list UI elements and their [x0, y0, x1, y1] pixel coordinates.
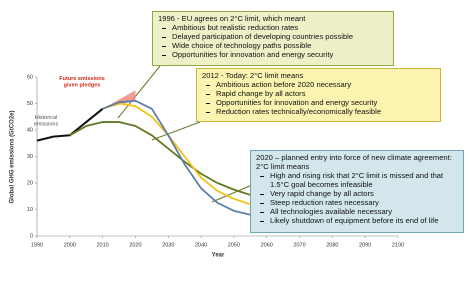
annotation: Historical emissions — [34, 115, 59, 128]
box-item: Ambitious but realistic reduction rates — [162, 23, 388, 32]
y-tick-label: 50 — [27, 101, 33, 107]
box-item: Likely shutdown of equipment before its … — [260, 216, 458, 225]
x-tick-label: 2010 — [97, 242, 109, 248]
x-tick-label: 2030 — [162, 242, 174, 248]
box-item: All technologies available necessary — [260, 207, 458, 216]
box-title: 2020 – planned entry into force of new c… — [256, 153, 452, 171]
connector — [151, 121, 201, 141]
box-item: Ambitious action before 2020 necessary — [206, 80, 435, 89]
box-item: Rapid change by all actors — [206, 89, 435, 98]
connector — [211, 184, 253, 203]
box-item: Very rapid change by all actors — [260, 189, 458, 198]
y-tick-label: 60 — [27, 74, 33, 80]
x-tick-label: 2050 — [228, 242, 240, 248]
y-tick-label: 40 — [27, 127, 33, 133]
x-tick-label: 2040 — [195, 242, 207, 248]
box-item: High and rising risk that 2°C limit is m… — [260, 171, 458, 189]
x-axis-label: Year — [212, 253, 225, 259]
box-item: Reduction rates technically/economically… — [206, 107, 435, 116]
box-list: Ambitious action before 2020 necessary Ra… — [202, 80, 435, 116]
box-item: Wide choice of technology paths possible — [162, 41, 388, 50]
box-item: Steep reduction rates necessary — [260, 198, 458, 207]
y-tick-label: 10 — [27, 207, 33, 213]
y-tick-label: 0 — [30, 233, 33, 239]
x-tick-label: 2020 — [129, 242, 141, 248]
x-tick-label: 2090 — [359, 242, 371, 248]
x-tick-label: 2080 — [326, 242, 338, 248]
box-list: High and rising risk that 2°C limit is m… — [256, 171, 458, 225]
annotation-box: 2020 – planned entry into force of new c… — [250, 150, 464, 233]
x-tick-label: 2100 — [392, 242, 404, 248]
annotation: Future emissions given pledges — [59, 76, 105, 89]
x-tick-label: 2000 — [64, 242, 76, 248]
box-item: Opportunities for innovation and energy … — [162, 50, 388, 59]
connector — [117, 65, 161, 119]
annotation-box: 2012 - Today: 2°C limit means Ambitious a… — [196, 68, 441, 122]
y-tick-label: 20 — [27, 180, 33, 186]
pledge-range — [102, 90, 136, 109]
y-tick-label: 30 — [27, 154, 33, 160]
box-item: Opportunities for innovation and energy … — [206, 98, 435, 107]
x-tick-label: 1990 — [31, 242, 43, 248]
x-tick-label: 2060 — [261, 242, 273, 248]
box-item: Delayed participation of developing coun… — [162, 32, 388, 41]
box-title: 2012 - Today: 2°C limit means — [202, 71, 304, 80]
annotation-box: 1996 - EU agrees on 2°C limit, which mea… — [152, 11, 394, 66]
x-tick-label: 2070 — [293, 242, 305, 248]
box-list: Ambitious but realistic reduction rates D… — [158, 23, 388, 59]
box-title: 1996 - EU agrees on 2°C limit, which mea… — [158, 14, 306, 23]
y-axis-label: Global GHG emissions (GtCO2e) — [10, 110, 16, 203]
